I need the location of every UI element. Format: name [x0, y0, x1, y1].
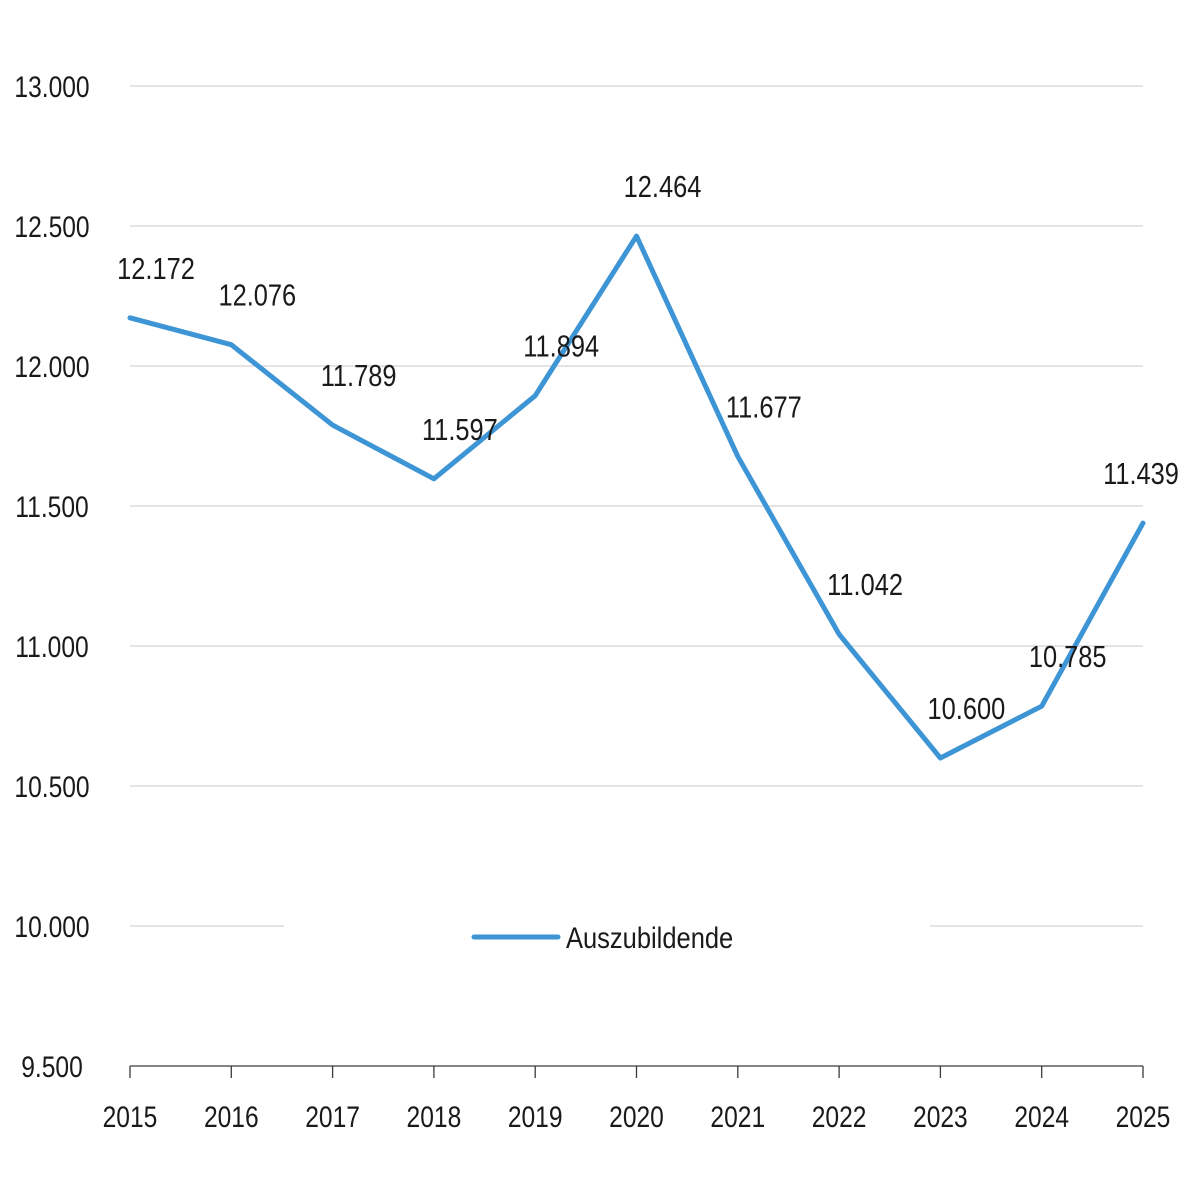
x-tick-label: 2021 [710, 1100, 765, 1134]
y-tick-label: 10.000 [14, 910, 89, 944]
legend-background [284, 906, 930, 972]
x-tick-label: 2022 [812, 1100, 867, 1134]
y-tick-label: 13.000 [14, 70, 89, 104]
data-label: 12.076 [218, 278, 296, 313]
x-tick-label: 2015 [103, 1100, 158, 1134]
series-line-auszubildende [127, 233, 1146, 761]
legend-label: Auszubildende [566, 921, 733, 954]
gridlines [130, 85, 1143, 927]
data-label: 10.785 [1029, 640, 1107, 675]
y-tick-label: 9.500 [21, 1050, 83, 1084]
x-tick-label: 2020 [609, 1100, 664, 1134]
x-tick-label: 2019 [508, 1100, 563, 1134]
x-tick-label: 2025 [1116, 1100, 1171, 1134]
x-tick-label: 2024 [1014, 1100, 1069, 1134]
x-tick-label: 2023 [913, 1100, 968, 1134]
data-label: 11.677 [726, 390, 802, 425]
x-axis: 2015 2016 2017 2018 2019 2020 2021 2022 2023 2024… [103, 1065, 1171, 1134]
y-tick-label: 12.000 [14, 350, 89, 384]
y-axis: 9.500 10.000 10.500 11.000 11.500 12.000 12.50… [14, 70, 89, 1084]
data-label: 11.789 [321, 359, 397, 394]
legend: Auszubildende [284, 906, 930, 972]
data-label: 10.600 [928, 692, 1006, 727]
x-tick-label: 2016 [204, 1100, 259, 1134]
series-line [127, 233, 1146, 761]
data-label: 11.894 [523, 329, 599, 364]
data-labels: 12.172 12.076 11.789 11.597 11.894 12.464 11.6… [117, 170, 1179, 727]
x-tick-label: 2017 [305, 1100, 360, 1134]
y-tick-label: 11.500 [15, 490, 88, 524]
y-tick-label: 12.500 [14, 210, 89, 244]
data-label: 11.597 [422, 413, 498, 448]
x-tick-label: 2018 [407, 1100, 462, 1134]
y-tick-label: 11.000 [15, 630, 88, 664]
data-label: 12.172 [117, 252, 195, 287]
data-label: 11.439 [1103, 457, 1179, 492]
data-label: 12.464 [624, 170, 702, 205]
data-label: 11.042 [827, 568, 903, 603]
y-tick-label: 10.500 [14, 770, 89, 804]
